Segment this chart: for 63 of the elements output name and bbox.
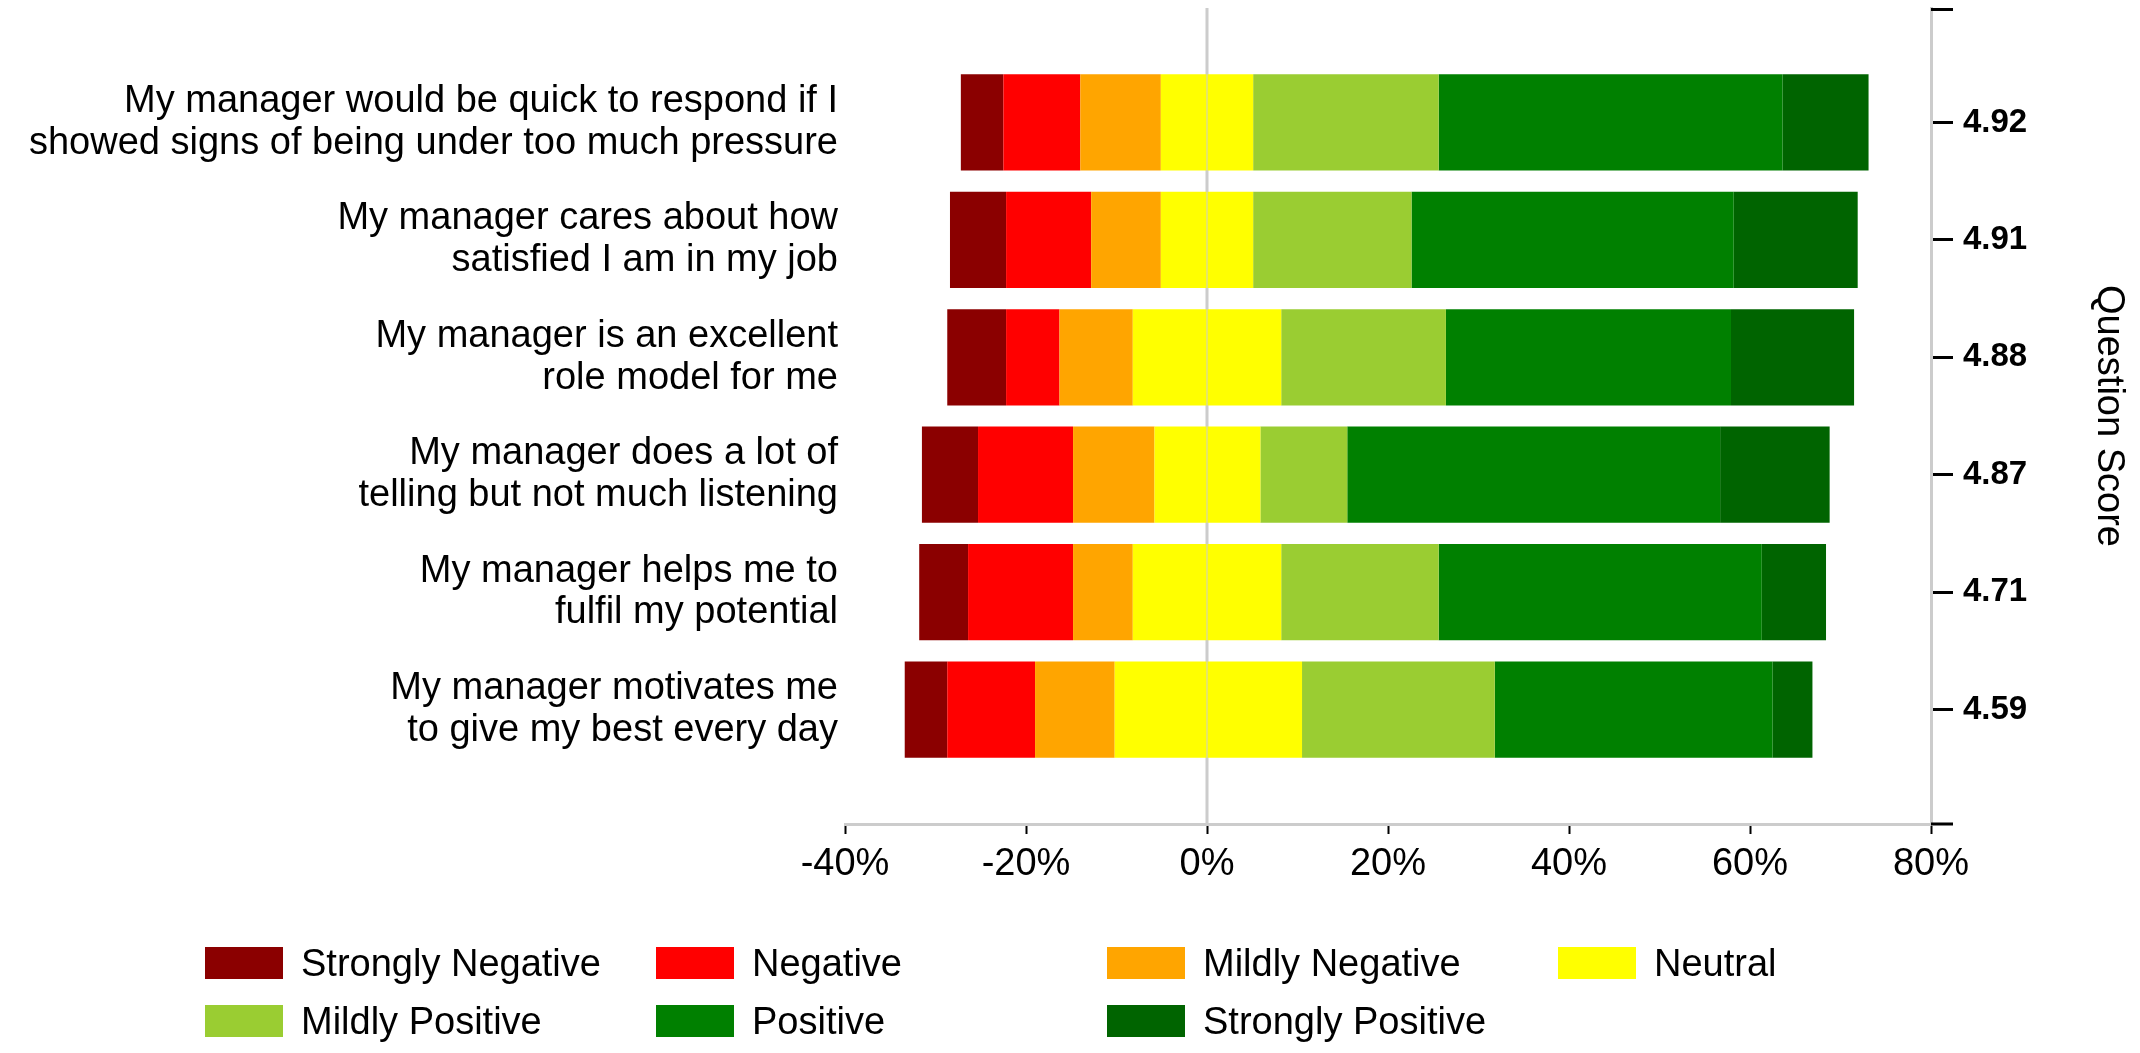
bar [1438,74,1783,171]
y2-tick-label: 4.71 [1963,571,2028,609]
legend-label: Strongly Negative [301,942,601,984]
bar [1733,191,1858,289]
bar [1059,309,1133,406]
bar [968,543,1074,641]
bar [1006,309,1060,406]
bar [1080,74,1161,171]
bar [1494,661,1773,758]
bar [1260,426,1348,523]
x-tick-label: -40% [800,841,890,884]
y2-tick-label: 4.88 [1963,336,2028,374]
bar [1006,191,1092,289]
y-tick-label: My manager cares about how satisfied I am in my job [337,195,839,280]
legend-label: Negative [752,942,902,984]
y-tick-label: My manager would be quick to respond if I showed signs of being under too much pressure [28,78,838,162]
bar [960,74,1004,171]
legend-label: Mildly Positive [301,1000,542,1042]
legend-label: Positive [752,1000,886,1042]
bar [1073,426,1155,523]
bar [949,191,1007,289]
y2-axis-title: Question Score [2089,285,2132,547]
bar [1772,661,1813,758]
x-tick-label: 0% [1179,841,1235,884]
bar [1438,543,1762,641]
bar [1003,74,1081,171]
legend-label: Neutral [1654,942,1777,984]
bar [1761,543,1827,641]
bar [1731,309,1855,406]
bar [1302,661,1495,758]
bar [978,426,1074,523]
y-tick-label: My manager motivates me to give my best every day [390,665,838,749]
bar [921,426,979,523]
y2-tick-label: 4.59 [1963,688,2028,726]
y2-tick-label: 4.87 [1963,453,2028,491]
y2-tick-label: 4.91 [1963,218,2028,256]
bar [1091,191,1161,289]
bar [947,309,1007,406]
bar [1720,426,1830,523]
bar [1253,74,1439,171]
bar [947,661,1036,758]
y-tick-label: My manager does a lot of telling but not much listening [358,430,839,515]
y-tick-label: My manager helps me to fulfil my potential [419,547,838,632]
bar [1347,426,1721,523]
bar [1281,543,1439,641]
x-tick-label: 40% [1530,841,1608,884]
bar [1281,309,1446,406]
legend-label: Mildly Negative [1203,942,1461,984]
legend-label: Strongly Positive [1203,1000,1487,1042]
bar [1253,191,1412,289]
bar [1073,543,1133,641]
bar [1782,74,1869,171]
y2-tick-label: 4.92 [1963,101,2028,139]
bar [919,543,969,641]
bar [1445,309,1731,406]
x-tick-label: 60% [1711,841,1789,884]
x-tick-label: 20% [1349,841,1427,884]
x-tick-label: -20% [981,841,1071,884]
x-tick-label: 80% [1892,841,1970,884]
y-tick-label: My manager is an excellent role model for me [375,312,839,397]
bar [904,661,948,758]
bar [1035,661,1115,758]
bar [1411,191,1734,289]
